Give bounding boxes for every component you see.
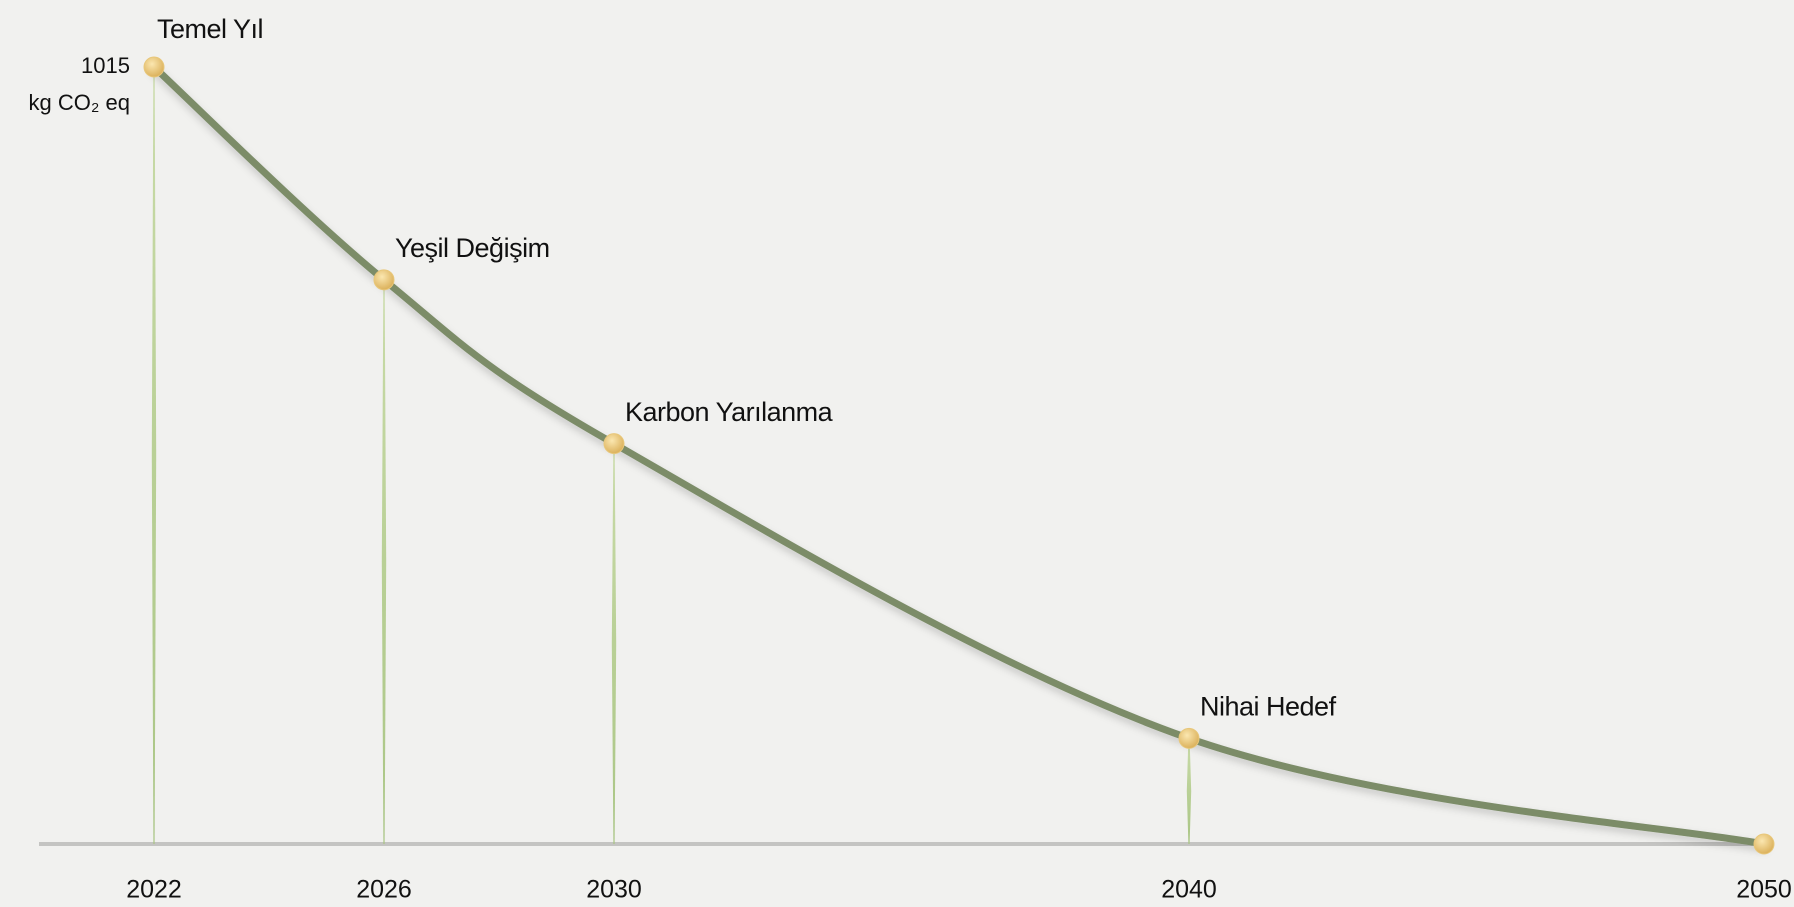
value-unit: kg CO₂ eq	[29, 90, 130, 115]
marker	[603, 433, 625, 455]
value-label: 1015	[81, 53, 130, 78]
marker	[1753, 833, 1775, 855]
milestone-label: Yeşil Değişim	[395, 233, 550, 263]
marker	[143, 56, 165, 78]
x-tick-label: 2040	[1161, 876, 1217, 904]
milestone-label: Nihai Hedef	[1200, 691, 1337, 721]
drop-line	[1186, 738, 1192, 844]
x-tick-label: 2030	[586, 876, 642, 904]
line	[150, 63, 1768, 848]
x-tick-label: 2050	[1736, 876, 1792, 904]
marker	[373, 269, 395, 291]
x-tick-label: 2026	[356, 876, 412, 904]
marker	[1178, 727, 1200, 749]
milestone-label: Karbon Yarılanma	[625, 397, 834, 427]
drop-line	[151, 67, 157, 844]
x-tick-label: 2022	[126, 876, 182, 904]
milestone-label: Temel Yıl	[157, 14, 263, 44]
drop-line	[381, 279, 387, 844]
drop-line	[611, 443, 617, 844]
